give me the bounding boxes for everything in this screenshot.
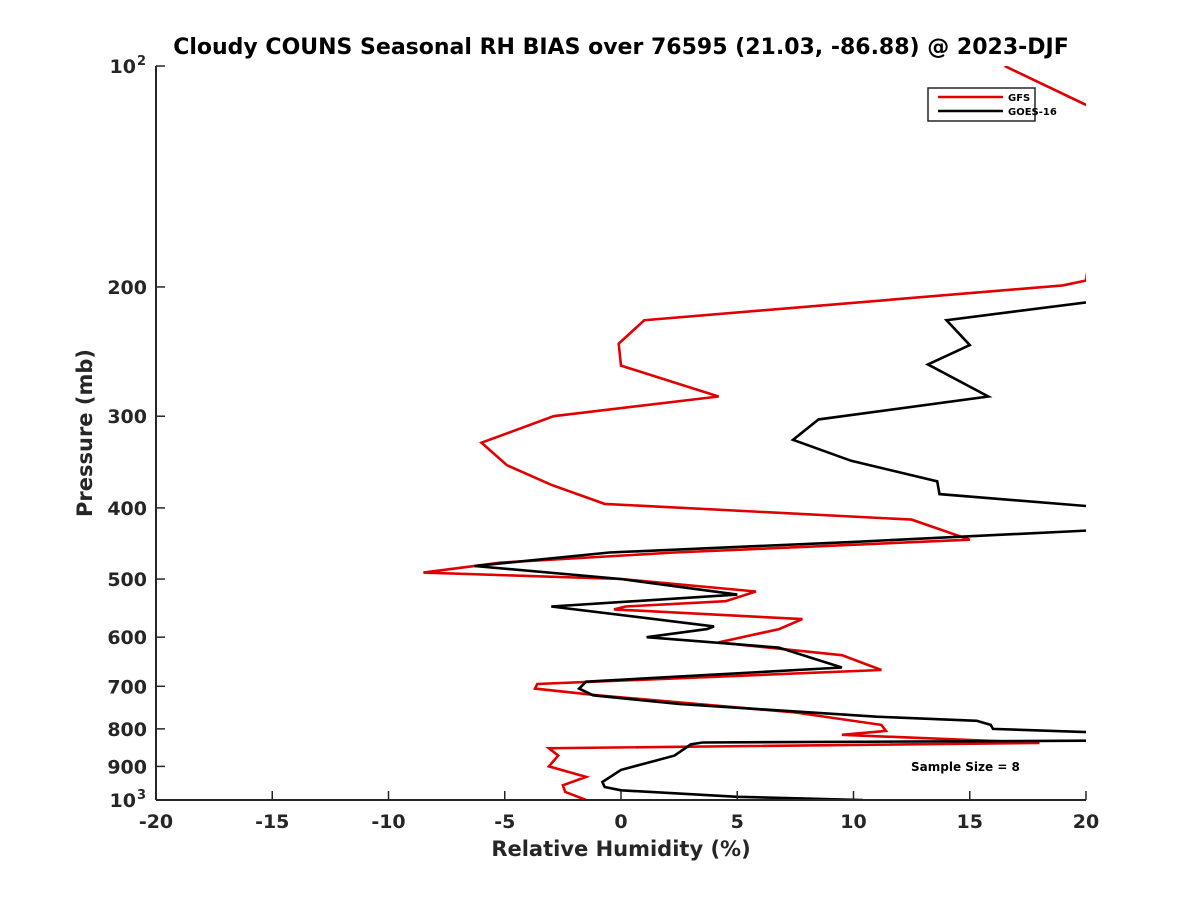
x-tick-label: -5 [494,811,515,833]
x-axis-label: Relative Humidity (%) [491,837,750,861]
y-tick-label: 600 [107,627,147,649]
sample-size-annotation: Sample Size = 8 [911,760,1020,774]
legend: GFS GOES-16 [927,87,1057,122]
y-tick-label: 10 [110,790,136,812]
y-tick-label: 800 [107,719,147,741]
x-tick-label: 10 [840,811,866,833]
series-group [423,66,1086,800]
legend-box [927,87,1036,122]
x-ticks: -20 -15 -10 -5 0 5 10 15 20 [139,791,1099,833]
y-axis-label: Pressure (mb) [73,349,97,517]
x-tick-label: -15 [255,811,289,833]
y-tick-exponent: 2 [137,54,146,69]
y-tick-label: 400 [107,498,147,520]
legend-gfs-label: GFS [1008,93,1030,104]
y-tick-exponent: 3 [137,788,146,803]
x-tick-label: 20 [1073,811,1099,833]
x-tick-label: -10 [371,811,405,833]
y-tick-label: 200 [107,277,147,299]
x-tick-label: 15 [957,811,983,833]
series-line-gfs [423,66,1086,800]
y-tick-label: 700 [107,676,147,698]
chart-title: Cloudy COUNS Seasonal RH BIAS over 76595… [173,35,1069,60]
legend-goes16-label: GOES-16 [1008,107,1057,118]
x-tick-label: 5 [731,811,744,833]
y-tick-label: 10 [110,56,136,78]
y-tick-label: 500 [107,569,147,591]
x-tick-label: 0 [614,811,627,833]
y-tick-label: 300 [107,406,147,428]
y-tick-label: 900 [107,756,147,778]
axes [155,66,1086,801]
x-tick-label: -20 [139,811,173,833]
series-line-goes-16 [474,301,1086,800]
